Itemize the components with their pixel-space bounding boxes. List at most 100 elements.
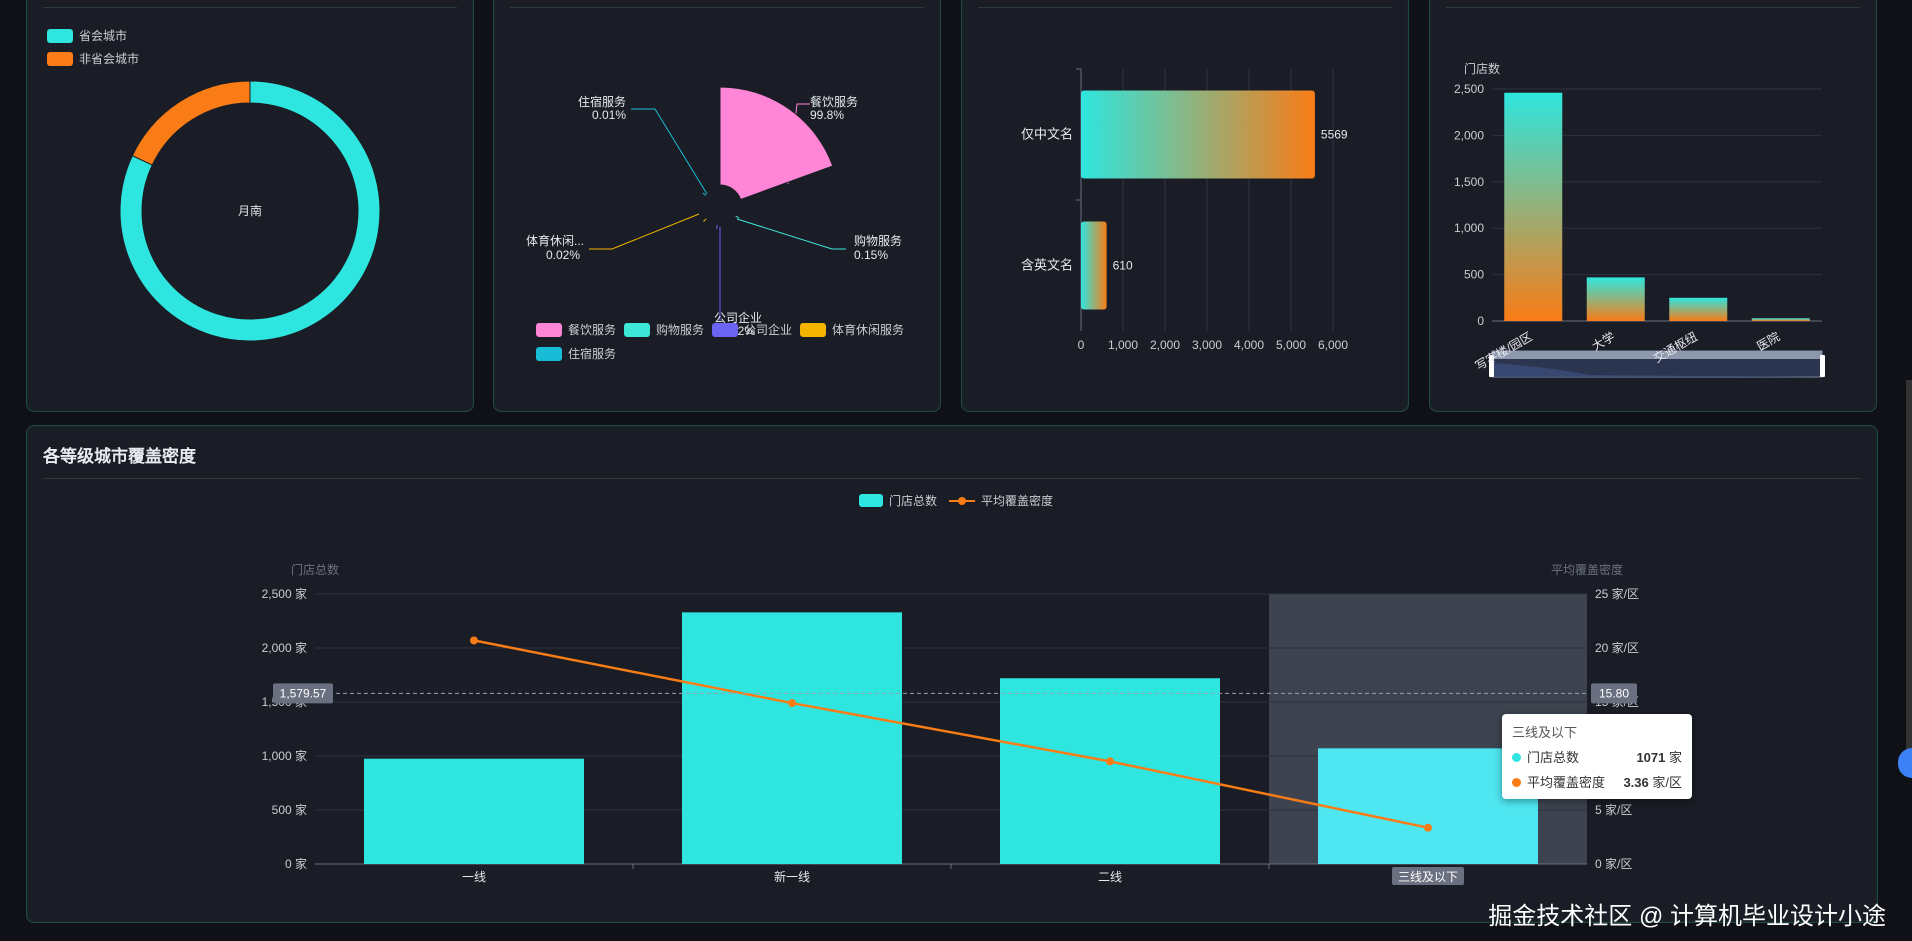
left-tick-label: 1,000 家	[262, 748, 307, 763]
rose-slice-catering	[719, 86, 834, 201]
y-axis-name: 门店数	[1464, 61, 1500, 76]
page-scrollbar[interactable]	[1906, 380, 1912, 760]
left-axis-name: 门店总数	[291, 562, 339, 577]
x-tick-label: 大学	[1589, 329, 1617, 354]
right-tick-label: 0 家/区	[1595, 856, 1632, 871]
tooltip-unit: 家/区	[1652, 775, 1682, 790]
callout-line-shopping	[736, 218, 846, 250]
legend-item-3[interactable]: 体育休闲服务	[800, 321, 904, 338]
y-tick-label: 0	[1477, 314, 1484, 328]
crosshair-right-label: 15.80	[1599, 686, 1629, 700]
callout-pct-shopping: 0.15%	[854, 248, 888, 262]
callout-name-catering: 餐饮服务	[810, 94, 858, 109]
zoom-handle-right[interactable]	[1820, 355, 1825, 377]
rose-slice-3	[703, 218, 707, 222]
x-tick-label: 0	[1078, 338, 1085, 352]
callout-name-company: 公司企业	[714, 310, 762, 325]
legend-swatch	[712, 322, 738, 337]
tooltip-dot	[1512, 778, 1521, 787]
panel-header-divider	[978, 0, 1392, 8]
panel-city-tier-density: 各等级城市覆盖密度 门店总数 平均覆盖密度 门店总数 平均覆盖密度 0 家 500…	[26, 425, 1878, 923]
density-point-0	[470, 636, 478, 645]
density-point-3	[1424, 823, 1432, 832]
rose-slice-1	[735, 215, 740, 219]
donut-slice-0	[119, 80, 381, 342]
x-tick-label: 4,000	[1234, 338, 1264, 352]
x-tick-label: 6,000	[1318, 338, 1348, 352]
x-tick-label: 5,000	[1276, 338, 1306, 352]
legend-swatch	[47, 51, 73, 66]
tooltip-label: 门店总数	[1527, 750, 1580, 765]
bar-0	[1504, 92, 1563, 321]
data-label: 610	[1113, 259, 1133, 273]
panel-scene-stores: 门店数 0 500 1,000 1,500 2,000 2,500 写字楼/园区 大学 交通枢纽…	[1429, 0, 1877, 412]
rose-slice-4	[702, 192, 707, 196]
bar-3	[1318, 748, 1538, 864]
legend-swatch	[624, 322, 650, 337]
crosshair-right-badge	[1591, 683, 1637, 704]
rose-slice-2	[716, 224, 718, 229]
y-tick-label: 1,000	[1454, 221, 1484, 235]
bar-0	[364, 758, 584, 864]
x-label-highlight	[1392, 867, 1464, 885]
bar-2	[1000, 678, 1220, 864]
x-tick-label: 二线	[1098, 870, 1122, 884]
legend-swatch	[859, 494, 883, 507]
bar-1	[682, 612, 902, 864]
legend-item-2[interactable]: 公司企业	[712, 321, 792, 338]
x-tick-label: 新一线	[774, 869, 810, 884]
legend-item-4[interactable]: 住宿服务	[536, 345, 616, 362]
legend-label: 省会城市	[79, 29, 128, 43]
legend-item-avg-density[interactable]: 平均覆盖密度	[949, 492, 1053, 509]
data-zoom-slider[interactable]	[1489, 350, 1825, 378]
tooltip-title: 三线及以下	[1512, 725, 1578, 740]
callout-line-sports	[589, 213, 700, 250]
x-tick-label: 1,000	[1108, 338, 1138, 352]
y-tick-label: 2,500	[1454, 82, 1484, 96]
density-point-1	[788, 699, 796, 708]
density-line	[473, 639, 1429, 829]
bar-3	[1751, 318, 1810, 321]
x-tick-label: 2,000	[1150, 338, 1180, 352]
zoom-handle-left[interactable]	[1489, 355, 1494, 377]
bar-1	[1586, 277, 1645, 321]
donut-center-label: 月南	[238, 203, 262, 218]
legend-item-0[interactable]: 餐饮服务	[536, 321, 616, 338]
rose-pie-chart: 餐饮服务 99.8% 住宿服务 0.01% 体育休闲... 0.02% 购物服务…	[526, 86, 902, 338]
legend-swatch	[536, 346, 562, 361]
legend-item-non-provincial[interactable]: 非省会城市	[47, 50, 139, 67]
legend-item-1[interactable]: 购物服务	[624, 321, 704, 338]
donut-slice-1	[131, 80, 251, 166]
crosshair-left-label: 1,579.57	[280, 686, 327, 700]
x-tick-label: 三线及以下	[1398, 870, 1458, 884]
legend-item-provincial[interactable]: 省会城市	[47, 27, 127, 44]
panel-name-language: 0 1,000 2,000 3,000 4,000 5,000 6,000 仅中文名 5569 含…	[961, 0, 1409, 412]
density-point-2	[1106, 757, 1114, 766]
tooltip-label: 平均覆盖密度	[1527, 775, 1606, 790]
legend-item-store-total[interactable]: 门店总数	[859, 492, 937, 509]
left-tick-label: 2,000 家	[262, 640, 307, 655]
side-expand-button[interactable]	[1898, 748, 1912, 778]
right-tick-label: 25 家/区	[1595, 586, 1639, 601]
legend-label: 餐饮服务	[568, 323, 617, 337]
legend-label: 非省会城市	[79, 52, 140, 66]
legend-swatch	[536, 322, 562, 337]
callout-pct-catering: 99.8%	[810, 108, 844, 122]
horizontal-bar-chart: 0 1,000 2,000 3,000 4,000 5,000 6,000 仅中文名 5569 含…	[1021, 68, 1348, 352]
callout-name-lodging: 住宿服务	[578, 94, 626, 109]
donut-chart: 月南	[119, 80, 381, 342]
panel-header-divider	[1446, 0, 1860, 8]
legend-swatch	[800, 322, 826, 337]
legend-label: 住宿服务	[568, 347, 617, 361]
panel-title: 各等级城市覆盖密度	[43, 447, 196, 466]
crosshair-left-badge	[273, 683, 333, 704]
bar-0	[1081, 90, 1315, 179]
panel-header-divider	[43, 0, 457, 8]
right-tick-label: 20 家/区	[1595, 640, 1639, 655]
y-tick-label: 500	[1464, 268, 1484, 282]
watermark: 掘金技术社区 @ 计算机毕业设计小途	[1488, 903, 1886, 930]
y-tick-label: 含英文名	[1021, 258, 1073, 273]
tooltip-dot	[1512, 753, 1521, 762]
